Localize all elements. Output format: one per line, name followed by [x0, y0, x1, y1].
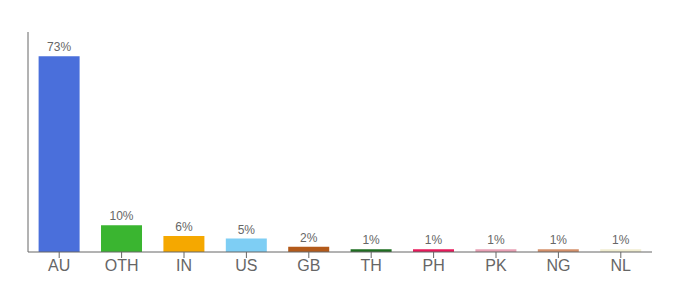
svg-text:US: US — [235, 257, 257, 274]
svg-text:TH: TH — [361, 257, 382, 274]
svg-text:1%: 1% — [362, 233, 380, 247]
svg-text:OTH: OTH — [105, 257, 139, 274]
svg-text:5%: 5% — [238, 223, 256, 237]
svg-text:NL: NL — [611, 257, 632, 274]
svg-text:1%: 1% — [550, 233, 568, 247]
svg-text:2%: 2% — [300, 231, 318, 245]
svg-text:1%: 1% — [425, 233, 443, 247]
svg-text:GB: GB — [297, 257, 320, 274]
svg-text:10%: 10% — [109, 209, 133, 223]
svg-text:73%: 73% — [47, 40, 71, 54]
svg-text:PK: PK — [485, 257, 507, 274]
svg-text:PH: PH — [422, 257, 444, 274]
svg-text:1%: 1% — [487, 233, 505, 247]
svg-text:6%: 6% — [175, 220, 193, 234]
svg-text:NG: NG — [546, 257, 570, 274]
svg-text:1%: 1% — [612, 233, 630, 247]
svg-text:IN: IN — [176, 257, 192, 274]
svg-text:AU: AU — [48, 257, 70, 274]
